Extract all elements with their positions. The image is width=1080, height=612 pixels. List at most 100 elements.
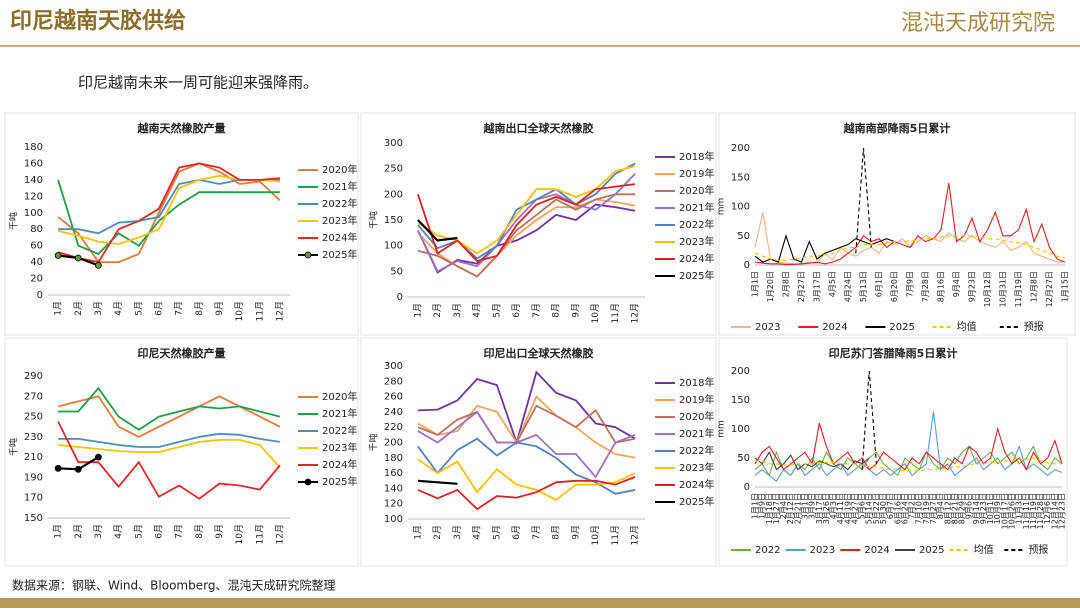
y-tick-label: 20 — [30, 274, 43, 285]
y-tick-label: 100 — [384, 241, 403, 252]
x-tick-label: 7月28日 — [921, 271, 930, 302]
y-axis-label: 千吨 — [8, 212, 20, 230]
legend-label: 2024年 — [679, 478, 714, 491]
legend-label: 2023年 — [679, 235, 714, 248]
x-tick-label: 4月24日 — [844, 271, 853, 302]
x-tick-label: 6月1日 — [875, 271, 884, 297]
chart-panel — [4, 337, 359, 567]
chart-panel — [360, 337, 717, 567]
x-tick-label: 4月3日 — [829, 493, 838, 519]
y-tick-label: 0 — [397, 292, 403, 303]
x-tick-label: 8月 — [551, 525, 562, 540]
legend-label: 2023年 — [322, 214, 357, 227]
x-tick-label: 1月15日 — [1061, 271, 1070, 302]
legend-label: 2018年 — [679, 376, 714, 389]
series-marker — [95, 453, 102, 461]
x-tick-label: 3月17日 — [813, 271, 822, 302]
series-line — [417, 476, 636, 511]
x-tick-label: 1月 — [53, 301, 64, 316]
legend-marker — [304, 251, 312, 259]
x-tick-label: 8月16日 — [937, 271, 946, 302]
series-line — [754, 212, 1065, 265]
x-tick-label: 3月1日 — [800, 493, 809, 519]
x-tick-label: 7月9日 — [906, 271, 915, 297]
legend-label: 2023年 — [679, 461, 714, 474]
legend-label: 2025年 — [679, 269, 714, 282]
chart-panel — [718, 337, 1068, 567]
series-line — [754, 411, 1063, 483]
x-tick-label: 2月27日 — [797, 271, 806, 302]
y-tick-label: 100 — [731, 424, 750, 435]
y-tick-label: 160 — [384, 468, 403, 479]
x-tick-label: 12月 — [274, 301, 285, 321]
x-tick-label: 5月 — [491, 303, 502, 318]
x-tick-label: 9月 — [214, 301, 225, 316]
series-line — [58, 439, 281, 468]
x-tick-label: 7月 — [531, 303, 542, 318]
x-tick-label: 11月 — [254, 301, 265, 321]
x-tick-label: 11月19日 — [1014, 271, 1023, 307]
series-line — [754, 450, 870, 471]
x-tick-label: 2月8日 — [782, 271, 791, 297]
y-tick-label: 240 — [384, 407, 403, 418]
x-tick-label: 7月 — [531, 525, 542, 540]
y-axis-label: mm — [717, 420, 727, 438]
page-title: 印尼越南天胶供给 — [10, 8, 186, 34]
y-tick-label: 180 — [384, 453, 403, 464]
x-tick-label: 1月 — [53, 524, 64, 539]
legend-label: 预报 — [1028, 543, 1048, 556]
x-tick-label: 7月2日 — [908, 493, 917, 519]
series-line — [57, 174, 280, 245]
x-tick-label: 5月13日 — [859, 271, 868, 302]
chart-title: 越南出口全球天然橡胶 — [483, 121, 594, 135]
legend-label: 2023 — [810, 545, 835, 556]
x-tick-label: 3月26日 — [822, 493, 831, 524]
legend-label: 2022 — [755, 545, 780, 556]
y-tick-label: 150 — [731, 172, 750, 183]
series-line — [417, 395, 636, 459]
legend-label: 2025年 — [322, 475, 357, 488]
series-line — [754, 423, 1063, 471]
x-tick-label: 5月 — [133, 301, 144, 316]
y-tick-label: 120 — [24, 191, 43, 202]
x-tick-label: 1月20日 — [766, 271, 775, 302]
series-line — [417, 173, 636, 273]
legend-label: 预报 — [1024, 320, 1044, 333]
y-tick-label: 230 — [24, 432, 43, 443]
y-tick-label: 220 — [384, 422, 403, 433]
y-tick-label: 300 — [384, 138, 403, 149]
x-tick-label: 6月 — [153, 524, 164, 539]
chart-title: 印尼天然橡胶产量 — [138, 346, 226, 360]
legend-label: 2022年 — [322, 424, 357, 437]
y-tick-label: 80 — [30, 224, 43, 235]
x-tick-label: 11月 — [610, 303, 621, 323]
y-tick-label: 280 — [384, 376, 403, 387]
chart-title: 印尼出口全球天然橡胶 — [484, 346, 594, 360]
x-tick-label: 12月 — [274, 524, 285, 544]
x-tick-label: 4月 — [472, 525, 483, 540]
series-line — [754, 445, 1063, 477]
y-tick-label: 260 — [384, 392, 403, 403]
x-tick-label: 1月 — [412, 525, 423, 540]
x-tick-label: 10月26日 — [1008, 493, 1017, 529]
legend-label: 2023年 — [322, 441, 357, 454]
y-tick-label: 170 — [24, 493, 43, 504]
y-tick-label: 200 — [731, 366, 750, 377]
series-line — [57, 421, 281, 500]
x-tick-label: 10月1日 — [986, 493, 995, 524]
y-axis-label: mm — [717, 198, 727, 216]
x-tick-label: 12月 — [630, 525, 641, 545]
y-tick-label: 200 — [384, 438, 403, 449]
chart-panel — [360, 112, 717, 336]
x-tick-label: 2月 — [432, 525, 443, 540]
series-line — [58, 432, 281, 448]
x-tick-label: 9月23日 — [979, 493, 988, 524]
x-tick-label: 11月28日 — [1036, 493, 1045, 529]
x-tick-label: 6月7日 — [886, 493, 895, 519]
legend-label: 2024年 — [322, 231, 357, 244]
x-tick-label: 10月17日 — [1000, 493, 1009, 529]
x-tick-label: 11月 — [610, 525, 621, 545]
series-marker — [74, 254, 82, 262]
legend-label: 2021年 — [322, 180, 357, 193]
